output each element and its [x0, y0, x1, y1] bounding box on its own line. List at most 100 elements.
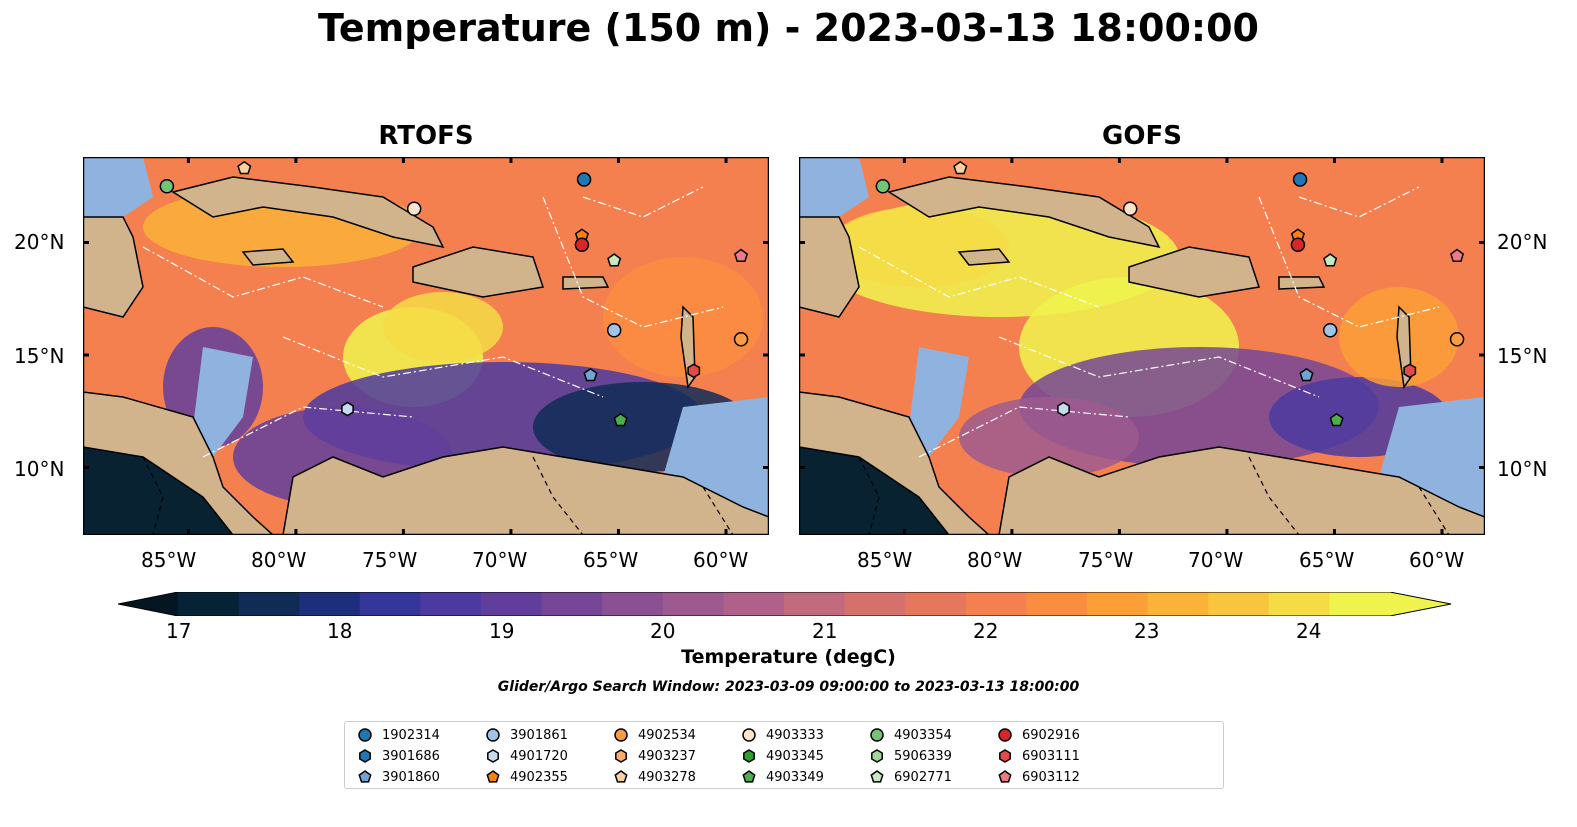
- float-marker[interactable]: [734, 248, 749, 263]
- lon-tick-label: 70°W: [472, 548, 528, 572]
- legend-marker-icon: [486, 728, 500, 742]
- eez-boundary: [582, 186, 704, 218]
- float-marker[interactable]: [1290, 237, 1306, 252]
- colorbar-bin: [1208, 592, 1270, 616]
- land-yucatan: [83, 216, 144, 318]
- colorbar-bin: [1268, 592, 1330, 616]
- legend-item: 4903333: [741, 726, 824, 744]
- legend-marker-icon: [742, 728, 756, 742]
- colorbar-bin: [238, 592, 300, 616]
- land-hispaniola: [412, 246, 544, 298]
- colorbar-bin: [359, 592, 421, 616]
- lat-tick-label: 15°N: [14, 344, 65, 368]
- legend-item-label: 4903237: [638, 748, 696, 764]
- legend-item: 3901860: [357, 768, 440, 786]
- float-marker[interactable]: [574, 237, 590, 252]
- legend-item-label: 4903349: [766, 769, 824, 785]
- float-marker[interactable]: [159, 179, 175, 194]
- float-marker[interactable]: [341, 401, 354, 417]
- colorbar-bin: [1329, 592, 1391, 616]
- land-yucatan: [799, 216, 860, 318]
- float-marker[interactable]: [1122, 201, 1138, 216]
- colorbar-bin: [965, 592, 1027, 616]
- map-frame: [799, 157, 1485, 535]
- legend-marker-icon: [998, 770, 1012, 783]
- float-marker[interactable]: [613, 412, 628, 427]
- shallow-shelf: [83, 157, 153, 227]
- land-cuba: [171, 176, 445, 249]
- legend-item: 4902355: [485, 768, 568, 786]
- float-marker[interactable]: [1329, 412, 1344, 427]
- colorbar-bin: [844, 592, 906, 616]
- float-marker[interactable]: [1449, 332, 1465, 347]
- float-marker[interactable]: [1292, 172, 1308, 187]
- country-border: [1248, 456, 1300, 535]
- legend-marker-icon: [871, 749, 883, 763]
- colorbar-bin: [723, 592, 785, 616]
- float-marker[interactable]: [576, 172, 592, 187]
- legend-marker-icon: [614, 728, 628, 742]
- shallow-shelf: [799, 157, 869, 227]
- legend-item-label: 3901861: [510, 727, 568, 743]
- eez-boundary: [1258, 196, 1440, 328]
- legend-marker-icon: [870, 728, 884, 742]
- lat-tick-label: 20°N: [1497, 230, 1548, 254]
- search-window-subtitle: Glider/Argo Search Window: 2023-03-09 09…: [497, 679, 1080, 695]
- eez-boundary: [282, 336, 604, 398]
- colorbar-bin: [1147, 592, 1209, 616]
- lon-tick-label: 80°W: [967, 548, 1023, 572]
- legend-item-label: 4901720: [510, 748, 568, 764]
- colorbar-bin: [178, 592, 240, 616]
- float-marker[interactable]: [1323, 253, 1338, 267]
- land-south-america: [998, 446, 1485, 535]
- float-marker[interactable]: [1322, 323, 1338, 338]
- float-marker[interactable]: [606, 323, 622, 338]
- float-marker[interactable]: [1299, 367, 1314, 382]
- colorbar-bin: [784, 592, 846, 616]
- land-central-america: [83, 391, 275, 535]
- colorbar-bin: [905, 592, 967, 616]
- float-marker[interactable]: [733, 332, 749, 347]
- float-marker[interactable]: [406, 201, 422, 216]
- float-marker[interactable]: [953, 160, 968, 175]
- legend-marker-icon: [614, 770, 628, 783]
- legend-marker-icon: [998, 728, 1012, 742]
- lon-tick-label: 75°W: [362, 548, 418, 572]
- legend-marker-icon: [358, 728, 372, 742]
- map-panel-rtofs[interactable]: [83, 157, 769, 535]
- float-marker[interactable]: [687, 363, 701, 379]
- float-marker[interactable]: [237, 160, 252, 175]
- legend-marker-icon: [742, 770, 756, 783]
- lat-tick-label: 20°N: [14, 230, 65, 254]
- colorbar-tick-label: 17: [166, 619, 192, 643]
- legend-marker-icon: [999, 749, 1011, 763]
- legend-marker-icon: [358, 770, 372, 783]
- float-marker[interactable]: [875, 179, 891, 194]
- legend-item: 3901861: [485, 726, 568, 744]
- land-south-america: [282, 446, 769, 535]
- colorbar-label: Temperature (degC): [681, 646, 896, 668]
- float-marker[interactable]: [1057, 401, 1070, 417]
- lat-tick-label: 10°N: [1497, 457, 1548, 481]
- legend-item: 6902771: [869, 768, 952, 786]
- legend-marker-icon: [486, 770, 500, 783]
- float-marker[interactable]: [583, 367, 598, 382]
- eez-boundary: [142, 246, 384, 308]
- legend-item-label: 1902314: [382, 727, 440, 743]
- float-marker[interactable]: [607, 253, 622, 267]
- lon-tick-label: 60°W: [1409, 548, 1465, 572]
- map-panel-gofs[interactable]: [799, 157, 1485, 535]
- panel-title-rtofs: RTOFS: [378, 121, 474, 151]
- legend-marker-icon: [870, 770, 884, 783]
- colorbar-bin: [1026, 592, 1088, 616]
- float-marker[interactable]: [1450, 248, 1465, 263]
- lon-tick-label: 65°W: [583, 548, 639, 572]
- country-border: [532, 456, 584, 535]
- eez-boundary: [202, 406, 414, 458]
- legend-item-label: 4903278: [638, 769, 696, 785]
- land-puerto-rico: [1278, 276, 1326, 290]
- legend-item-label: 4902534: [638, 727, 696, 743]
- legend-item-label: 6902916: [1022, 727, 1080, 743]
- legend-item-label: 6903112: [1022, 769, 1080, 785]
- float-marker[interactable]: [1403, 363, 1417, 379]
